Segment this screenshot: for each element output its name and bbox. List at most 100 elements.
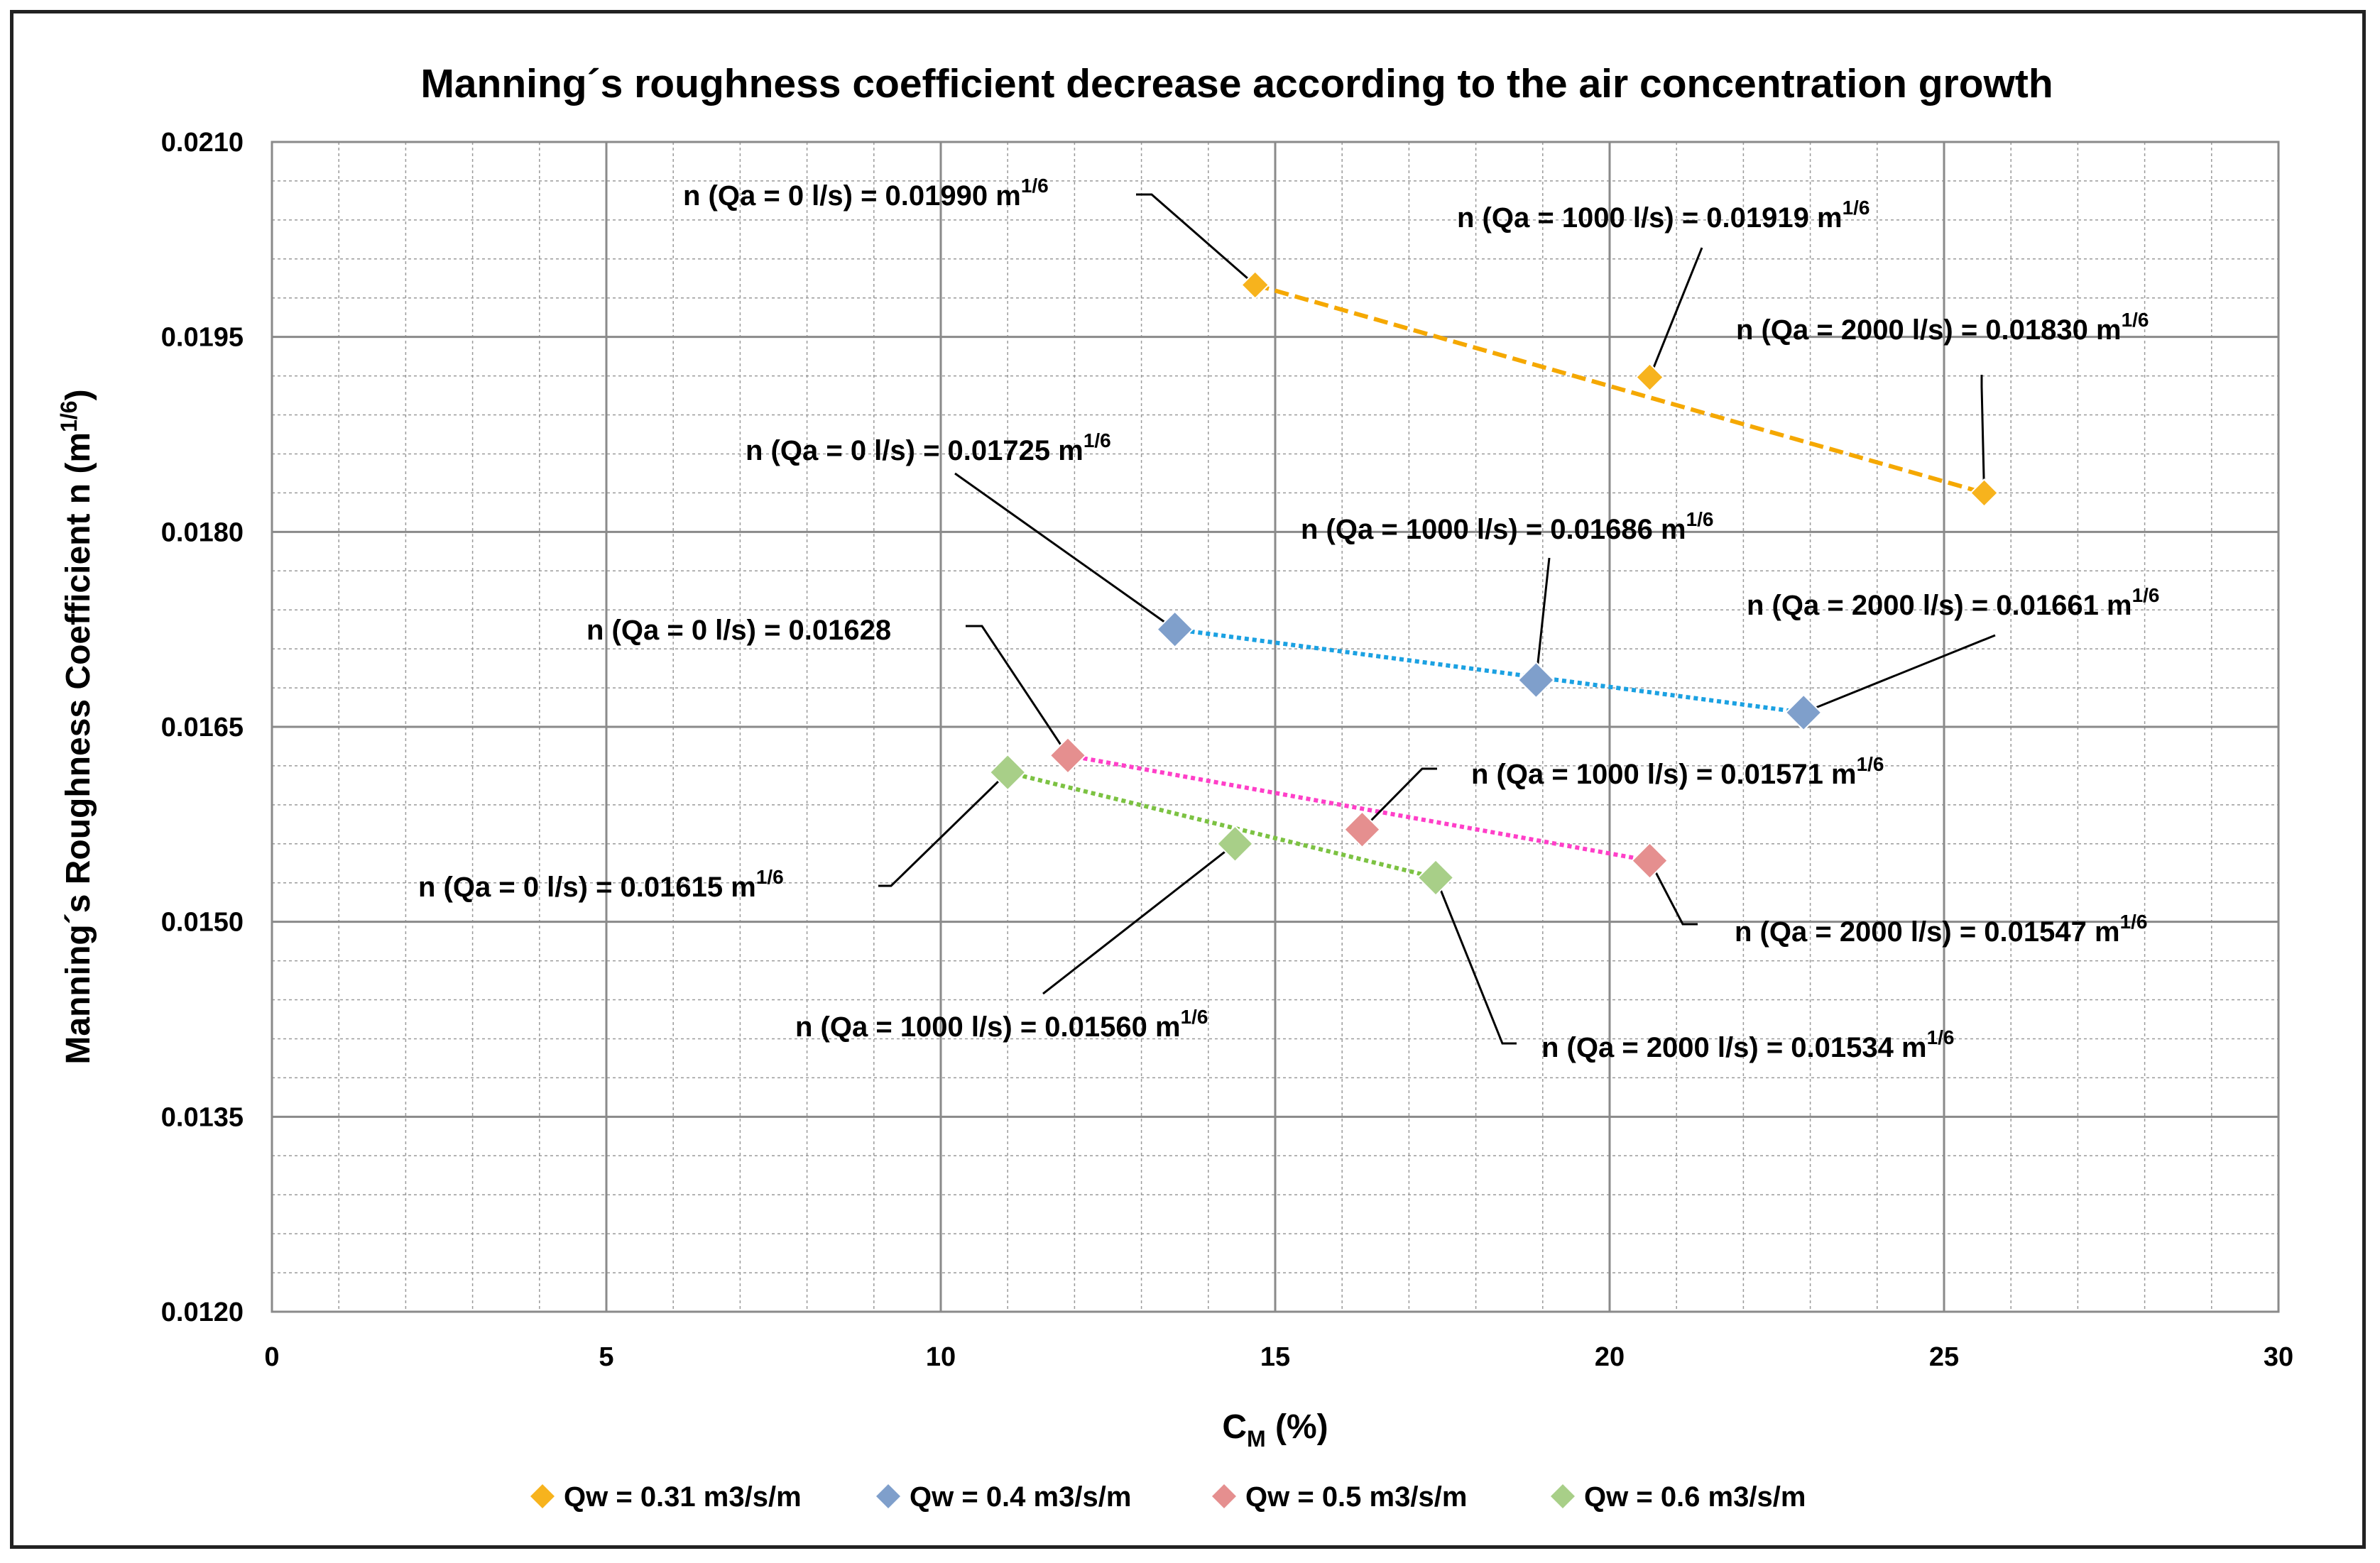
data-point-series-3 xyxy=(1216,825,1254,863)
x-tick-label: 15 xyxy=(1260,1342,1290,1372)
data-markers xyxy=(988,270,1999,896)
legend-marker xyxy=(530,1484,555,1508)
data-annotation: n (Qa = 2000 l/s) = 0.01534 m1/6 xyxy=(1541,1026,1955,1063)
annotation-leader xyxy=(1980,375,1986,493)
annotation-superscript: 1/6 xyxy=(2122,309,2149,331)
y-tick-label: 0.0120 xyxy=(161,1298,244,1327)
y-tick-label: 0.0180 xyxy=(161,517,244,547)
annotation-leader xyxy=(954,472,1176,630)
annotation-main: n (Qa = 2000 l/s) = 0.01661 m xyxy=(1747,590,2132,621)
x-tick-label: 0 xyxy=(264,1342,279,1372)
y-axis-title-superscript: 1/6 xyxy=(56,400,82,432)
data-annotations: n (Qa = 0 l/s) = 0.01990 m1/6n (Qa = 100… xyxy=(418,175,2160,1063)
data-annotation: n (Qa = 1000 l/s) = 0.01571 m1/6 xyxy=(1471,753,1884,790)
annotation-main: n (Qa = 0 l/s) = 0.01990 m xyxy=(683,180,1021,212)
chart-title: Manning´s roughness coefficient decrease… xyxy=(420,61,2053,106)
y-tick-label: 0.0150 xyxy=(161,908,244,938)
legend-item: Qw = 0.5 m3/s/m xyxy=(1212,1481,1467,1513)
data-annotation: n (Qa = 2000 l/s) = 0.01547 m1/6 xyxy=(1735,911,2148,948)
data-annotation: n (Qa = 0 l/s) = 0.01615 m1/6 xyxy=(418,866,784,903)
annotation-main: n (Qa = 0 l/s) = 0.01628 xyxy=(586,615,891,646)
annotation-leader xyxy=(1649,247,1703,378)
x-tick-label: 25 xyxy=(1929,1342,1959,1372)
data-annotation: n (Qa = 1000 l/s) = 0.01919 m1/6 xyxy=(1457,197,1870,234)
data-point-series-3 xyxy=(988,753,1027,791)
x-axis-title-subscript: M xyxy=(1247,1426,1266,1452)
data-annotation: n (Qa = 0 l/s) = 0.01990 m1/6 xyxy=(683,175,1049,212)
annotation-leader-lines xyxy=(878,193,1996,1045)
legend-marker xyxy=(1212,1484,1236,1508)
legend-marker xyxy=(1551,1484,1575,1508)
annotation-superscript: 1/6 xyxy=(1927,1026,1955,1048)
annotation-main: n (Qa = 2000 l/s) = 0.01830 m xyxy=(1736,314,2122,346)
legend-label: Qw = 0.6 m3/s/m xyxy=(1584,1481,1806,1513)
data-point-series-1 xyxy=(1784,693,1823,732)
trendline-series-0 xyxy=(1254,283,1985,495)
annotation-superscript: 1/6 xyxy=(1021,175,1049,197)
data-annotation: n (Qa = 2000 l/s) = 0.01830 m1/6 xyxy=(1736,309,2149,346)
trendline-series-1 xyxy=(1174,627,1804,715)
data-annotation: n (Qa = 1000 l/s) = 0.01560 m1/6 xyxy=(795,1006,1208,1043)
data-point-series-2 xyxy=(1631,842,1669,880)
annotation-superscript: 1/6 xyxy=(1857,753,1884,775)
trendline-series-3 xyxy=(1007,770,1436,880)
data-point-series-2 xyxy=(1049,736,1087,774)
legend-item: Qw = 0.4 m3/s/m xyxy=(876,1481,1131,1513)
legend: Qw = 0.31 m3/s/m Qw = 0.4 m3/s/m Qw = 0.5 … xyxy=(530,1481,1806,1513)
data-point-series-0 xyxy=(1635,363,1664,392)
annotation-main: n (Qa = 0 l/s) = 0.01615 m xyxy=(418,872,756,903)
annotation-leader xyxy=(1649,860,1698,926)
y-axis-title-end: ) xyxy=(60,389,97,400)
data-point-series-0 xyxy=(1970,478,1999,508)
y-axis-tick-labels: 0.0120 0.0135 0.0150 0.0165 0.0180 0.0195 0.02… xyxy=(161,128,244,1327)
trendlines xyxy=(1007,283,1985,880)
annotation-superscript: 1/6 xyxy=(1083,429,1111,451)
y-tick-label: 0.0135 xyxy=(161,1102,244,1132)
legend-label: Qw = 0.31 m3/s/m xyxy=(564,1481,802,1513)
data-annotation: n (Qa = 0 l/s) = 0.01628 xyxy=(586,615,891,646)
y-axis-title: Manning´s Roughness Coefficient n (m1/6) xyxy=(56,389,97,1064)
data-point-series-1 xyxy=(1517,661,1555,699)
data-point-series-2 xyxy=(1343,811,1381,849)
data-annotation: n (Qa = 2000 l/s) = 0.01661 m1/6 xyxy=(1747,584,2160,621)
data-point-series-1 xyxy=(1156,610,1194,649)
annotation-superscript: 1/6 xyxy=(2120,911,2148,933)
x-axis-title-main: C xyxy=(1222,1408,1247,1446)
annotation-main: n (Qa = 2000 l/s) = 0.01547 m xyxy=(1735,916,2120,948)
x-axis-title-rest: (%) xyxy=(1266,1408,1328,1446)
annotation-main: n (Qa = 1000 l/s) = 0.01560 m xyxy=(795,1011,1181,1043)
annotation-main: n (Qa = 1000 l/s) = 0.01686 m xyxy=(1301,514,1686,545)
legend-label: Qw = 0.4 m3/s/m xyxy=(910,1481,1131,1513)
annotation-main: n (Qa = 1000 l/s) = 0.01571 m xyxy=(1471,759,1857,790)
x-tick-label: 5 xyxy=(599,1342,613,1372)
annotation-main: n (Qa = 1000 l/s) = 0.01919 m xyxy=(1457,202,1843,234)
x-tick-label: 10 xyxy=(926,1342,956,1372)
legend-label: Qw = 0.5 m3/s/m xyxy=(1245,1481,1467,1513)
annotation-leader xyxy=(1136,193,1256,286)
annotation-superscript: 1/6 xyxy=(1686,508,1714,530)
annotation-leader xyxy=(1534,557,1551,681)
x-axis-tick-labels: 0 5 10 15 20 25 30 xyxy=(264,1342,2293,1372)
annotation-leader xyxy=(878,772,1009,887)
annotation-leader xyxy=(1042,843,1236,995)
y-tick-label: 0.0195 xyxy=(161,323,244,353)
annotation-superscript: 1/6 xyxy=(1843,197,1870,219)
y-tick-label: 0.0165 xyxy=(161,713,244,742)
data-point-series-0 xyxy=(1240,270,1270,300)
annotation-superscript: 1/6 xyxy=(1181,1006,1208,1028)
x-axis-title: CM (%) xyxy=(1222,1408,1328,1452)
data-point-series-3 xyxy=(1416,858,1455,896)
legend-item: Qw = 0.31 m3/s/m xyxy=(530,1481,802,1513)
data-annotation: n (Qa = 0 l/s) = 0.01725 m1/6 xyxy=(746,429,1111,466)
legend-item: Qw = 0.6 m3/s/m xyxy=(1551,1481,1806,1513)
annotation-leader xyxy=(1361,767,1437,830)
y-tick-label: 0.0210 xyxy=(161,128,244,158)
annotation-main: n (Qa = 0 l/s) = 0.01725 m xyxy=(746,435,1083,466)
y-axis-title-main: Manning´s Roughness Coefficient n (m xyxy=(60,432,97,1065)
annotation-leader xyxy=(966,625,1069,757)
legend-marker xyxy=(876,1484,900,1508)
annotation-leader xyxy=(1803,634,1996,714)
trendline-series-2 xyxy=(1067,753,1651,863)
data-annotation: n (Qa = 1000 l/s) = 0.01686 m1/6 xyxy=(1301,508,1714,545)
x-tick-label: 20 xyxy=(1595,1342,1625,1372)
